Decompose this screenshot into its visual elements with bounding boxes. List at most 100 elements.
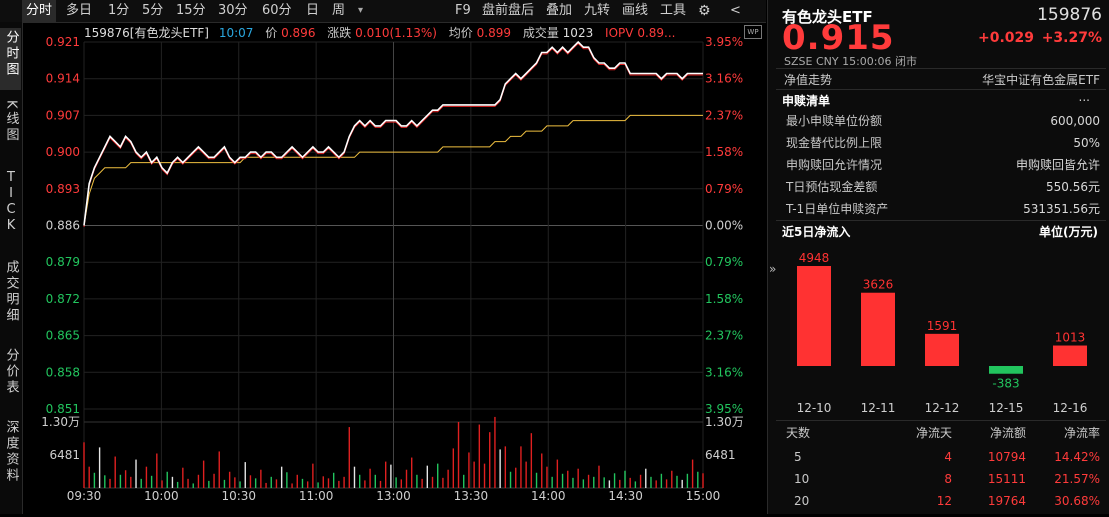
tab-30min[interactable]: 30分 [218, 3, 248, 18]
table-header-row: 天数 净流天 净流额 净流率 [768, 422, 1109, 444]
tab-intraday-chart[interactable]: 分时图 [0, 28, 21, 90]
time-axis-label: 14:00 [531, 489, 566, 503]
price-axis-label: 0.914 [46, 72, 80, 86]
subscription-row: 申购赎回允许情况 申购赎回皆允许 [768, 154, 1109, 176]
tab-15min[interactable]: 15分 [176, 3, 206, 18]
inflow-bar [989, 366, 1023, 374]
time-axis-label: 13:30 [454, 489, 489, 503]
inflow-bar [1053, 345, 1087, 366]
tab-label: 分时图 [3, 30, 19, 78]
volume-axis-label: 6481 [705, 448, 736, 462]
average-price-line [83, 114, 703, 226]
back-icon[interactable]: < [730, 3, 741, 18]
price-axis-label: 0.907 [46, 108, 80, 122]
tab-tick[interactable]: TICK [0, 170, 21, 246]
inflow-bar [797, 266, 831, 366]
price-axis-label: 0.893 [46, 182, 80, 196]
tracked-index-name[interactable]: 华宝中证有色金属ETF [982, 73, 1100, 87]
table-row: 20 12 19764 30.68% [768, 490, 1109, 512]
inflow-bar [861, 292, 895, 366]
wp-icon[interactable]: WP [744, 25, 762, 39]
tab-5min[interactable]: 5分 [142, 3, 164, 18]
table-row: 10 8 15111 21.57% [768, 468, 1109, 490]
time-axis-label: 10:30 [221, 489, 256, 503]
price-axis-label: 0.872 [46, 292, 80, 306]
tab-kline-chart[interactable]: K线图 [0, 100, 21, 154]
row-value: 申购赎回皆允许 [1015, 158, 1100, 172]
gear-icon[interactable]: ⚙ [698, 3, 711, 19]
cell-inflow-amount: 19764 [987, 494, 1026, 508]
etf-info-panel: 有色龙头ETF 159876 0.915 +0.029 +3.27% SZSE … [767, 0, 1109, 514]
divider [776, 220, 1106, 221]
pct-axis-label: 3.95% [705, 35, 743, 49]
pct-axis-label: 2.37% [705, 108, 743, 122]
pct-axis-label: 1.58% [705, 145, 743, 159]
volume-value: 1023 [562, 26, 594, 40]
time-axis-label: 15:00 [686, 489, 721, 503]
cell-inflow-rate: 14.42% [1054, 450, 1100, 464]
more-periods-chevron-icon[interactable]: ▾ [358, 5, 364, 16]
tab-1min[interactable]: 1分 [108, 3, 130, 18]
collapse-panel-icon[interactable]: » [769, 262, 777, 276]
time-axis-label: 14:30 [608, 489, 643, 503]
tab-week[interactable]: 周 [332, 3, 346, 18]
tab-intraday[interactable]: 分时 [22, 0, 56, 22]
price-axis-label: 0.858 [46, 365, 80, 379]
nav-trend-link[interactable]: 净值走势 [784, 73, 833, 87]
table-row: 5 4 10794 14.42% [768, 446, 1109, 468]
inflow-value-label: 1013 [1055, 331, 1086, 345]
etf-change: +0.029 [978, 30, 1035, 46]
etf-name: 有色龙头ETF [782, 8, 873, 26]
subscription-title: 申赎清单 [782, 94, 831, 108]
iopv-value: 0.89... [637, 26, 676, 40]
f9-button[interactable]: F9 [455, 3, 471, 18]
volume-axis-label: 1.30万 [41, 415, 80, 429]
pct-axis-label: 0.79% [705, 182, 743, 196]
time-axis-label: 13:00 [376, 489, 411, 503]
price-axis-label: 0.900 [46, 145, 80, 159]
inflow-title: 近5日净流入 [782, 225, 851, 239]
tab-label: K线图 [3, 100, 19, 144]
pct-axis-label: 0.00% [705, 219, 743, 233]
cell-days: 10 [794, 472, 810, 486]
overlay-button[interactable]: 叠加 [546, 3, 573, 18]
cursor-time: 10:07 [218, 26, 254, 40]
tab-60min[interactable]: 60分 [262, 3, 292, 18]
tab-multi-day[interactable]: 多日 [66, 3, 93, 18]
cell-days: 5 [794, 450, 802, 464]
tab-label: 成交明细 [3, 260, 19, 324]
price-line-shadow [83, 42, 703, 228]
row-value: 600,000 [1050, 114, 1100, 128]
cell-inflow-days: 12 [936, 494, 952, 508]
inflow-unit: 单位(万元) [1039, 225, 1098, 239]
row-value: 531351.56元 [1023, 202, 1100, 216]
intraday-chart[interactable]: 0.921 3.95% 0.914 3.16% 0.907 2.37% 0.900 1.58%… [22, 22, 766, 514]
cell-inflow-amount: 15111 [987, 472, 1026, 486]
pre-post-market-button[interactable]: 盘前盘后 [482, 3, 535, 18]
tab-trade-detail[interactable]: 成交明细 [0, 260, 21, 334]
col-header-inflow-days: 净流天 [915, 426, 952, 440]
cell-inflow-rate: 30.68% [1054, 494, 1100, 508]
time-axis-label: 09:30 [67, 489, 102, 503]
nine-turn-button[interactable]: 九转 [584, 3, 611, 18]
inflow-date-label: 12-11 [861, 401, 896, 415]
tab-label: TICK [3, 170, 19, 234]
divider [776, 89, 1106, 90]
tools-button[interactable]: 工具 [660, 3, 687, 18]
price-axis-label: 0.851 [46, 402, 80, 416]
pct-axis-label: 2.37% [705, 329, 743, 343]
subscription-more-icon[interactable]: ... [1078, 90, 1090, 104]
tab-price-distribution[interactable]: 分价表 [0, 348, 21, 404]
pct-axis-label: 3.95% [705, 402, 743, 416]
market-meta: SZSE CNY 15:00:06 闭市 [784, 55, 917, 68]
col-header-days: 天数 [786, 426, 811, 440]
draw-line-button[interactable]: 画线 [622, 3, 649, 18]
tab-day[interactable]: 日 [306, 3, 320, 18]
col-header-inflow-amount: 净流额 [989, 426, 1026, 440]
price-axis-label: 0.921 [46, 35, 80, 49]
inflow-date-label: 12-12 [925, 401, 960, 415]
inflow-value-label: -383 [992, 377, 1019, 391]
tab-depth-data[interactable]: 深度资料 [0, 420, 21, 498]
intraday-chart-svg[interactable]: 0.921 3.95% 0.914 3.16% 0.907 2.37% 0.900 1.58%… [22, 22, 766, 514]
change-label: 涨跌 [327, 26, 352, 40]
